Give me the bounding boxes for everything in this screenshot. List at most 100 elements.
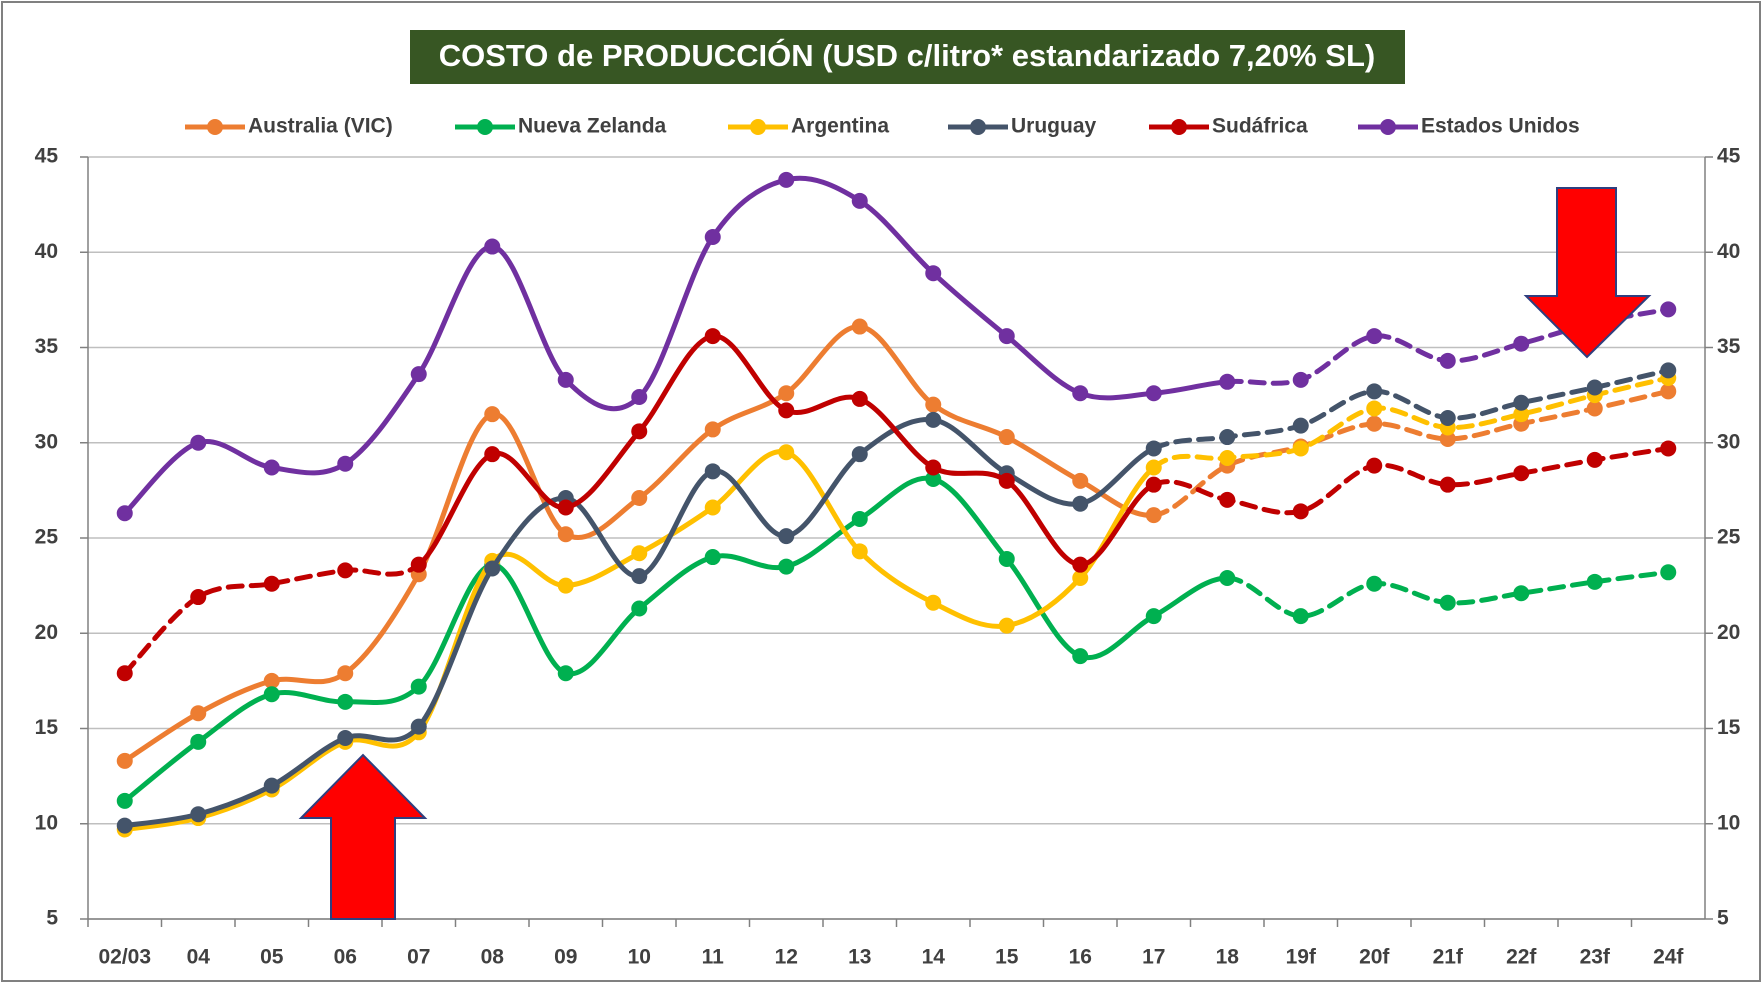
data-point: [190, 434, 207, 451]
y-tick-label: 20: [35, 621, 58, 644]
x-tick-label: 06: [334, 946, 357, 969]
data-point: [410, 718, 427, 735]
data-point: [1660, 440, 1677, 457]
arrow-down: [1523, 187, 1652, 359]
data-point: [1366, 415, 1383, 432]
data-point: [263, 686, 280, 703]
legend-marker: [207, 119, 223, 135]
data-point: [925, 459, 942, 476]
data-point: [1072, 495, 1089, 512]
y-tick-label: 45: [35, 145, 59, 168]
legend-label: Sudáfrica: [1212, 115, 1308, 138]
data-point: [778, 402, 795, 419]
data-point: [631, 423, 648, 440]
data-point: [998, 617, 1015, 634]
y-tick-label: 40: [35, 240, 58, 263]
data-point: [1366, 400, 1383, 417]
data-point: [631, 600, 648, 617]
data-point: [1072, 648, 1089, 665]
y-tick-label: 30: [35, 430, 58, 453]
data-point: [925, 265, 942, 282]
data-point: [263, 575, 280, 592]
data-point: [337, 665, 354, 682]
data-point: [1439, 409, 1456, 426]
legend-marker: [750, 119, 766, 135]
data-point: [337, 693, 354, 710]
x-tick-label: 14: [922, 946, 946, 969]
arrow-up: [298, 753, 428, 920]
data-point: [1513, 585, 1530, 602]
data-point: [1660, 564, 1677, 581]
data-point: [1513, 465, 1530, 482]
legend-marker: [477, 119, 493, 135]
data-point: [190, 705, 207, 722]
y2-tick-label: 40: [1717, 240, 1740, 263]
data-point: [557, 577, 574, 594]
data-point: [1072, 472, 1089, 489]
x-tick-label: 05: [260, 946, 284, 969]
data-point: [704, 328, 721, 345]
data-point: [1366, 457, 1383, 474]
y2-tick-label: 30: [1717, 430, 1740, 453]
data-point: [557, 371, 574, 388]
data-point: [778, 385, 795, 402]
x-tick-label: 12: [775, 946, 798, 969]
data-point: [704, 463, 721, 480]
data-point: [557, 499, 574, 516]
x-tick-label: 02/03: [98, 946, 151, 969]
data-point: [484, 446, 501, 463]
data-point: [1513, 335, 1530, 352]
data-point: [337, 562, 354, 579]
data-point: [1292, 608, 1309, 625]
x-tick-label: 19f: [1286, 946, 1317, 969]
title-box: [410, 30, 1405, 84]
y2-tick-label: 10: [1717, 811, 1740, 834]
data-point: [263, 672, 280, 689]
x-tick-label: 24f: [1653, 946, 1684, 969]
x-tick-label: 04: [187, 946, 211, 969]
data-point: [263, 777, 280, 794]
x-tick-label: 08: [481, 946, 505, 969]
y2-tick-label: 5: [1717, 907, 1729, 930]
data-point: [410, 366, 427, 383]
data-point: [116, 792, 133, 809]
data-point: [925, 594, 942, 611]
chart-title: COSTO de PRODUCCIÓN (USD c/litro* estand…: [439, 37, 1376, 73]
data-point: [1219, 429, 1236, 446]
data-point: [337, 455, 354, 472]
data-point: [851, 390, 868, 407]
data-point: [925, 470, 942, 487]
data-point: [998, 472, 1015, 489]
data-point: [1366, 575, 1383, 592]
data-point: [1072, 556, 1089, 573]
data-point: [1439, 476, 1456, 493]
series-line: [1151, 367, 1671, 451]
data-point: [704, 499, 721, 516]
data-point: [1660, 383, 1677, 400]
data-point: [851, 543, 868, 560]
data-point: [851, 192, 868, 209]
data-point: [631, 545, 648, 562]
data-point: [410, 556, 427, 573]
y-tick-label: 10: [35, 811, 58, 834]
y-tick-label: 25: [35, 526, 59, 549]
data-point: [410, 678, 427, 695]
data-point: [704, 549, 721, 566]
x-tick-label: 09: [554, 946, 577, 969]
data-point: [1145, 608, 1162, 625]
data-point: [1219, 449, 1236, 466]
plot-area: 5 10 15 20 25 30 35 40 45 5 10 15 20 25 30 35 40 45 02/03 0…: [35, 145, 1741, 969]
data-point: [1660, 301, 1677, 318]
x-tick-label: 13: [848, 946, 871, 969]
legend-marker: [970, 119, 986, 135]
data-point: [1366, 383, 1383, 400]
data-point: [116, 665, 133, 682]
y2-tick-label: 35: [1717, 335, 1741, 358]
data-point: [1439, 430, 1456, 447]
data-point: [116, 505, 133, 522]
data-point: [1219, 373, 1236, 390]
data-point: [1145, 459, 1162, 476]
x-tick-label: 22f: [1506, 946, 1537, 969]
data-point: [1145, 476, 1162, 493]
